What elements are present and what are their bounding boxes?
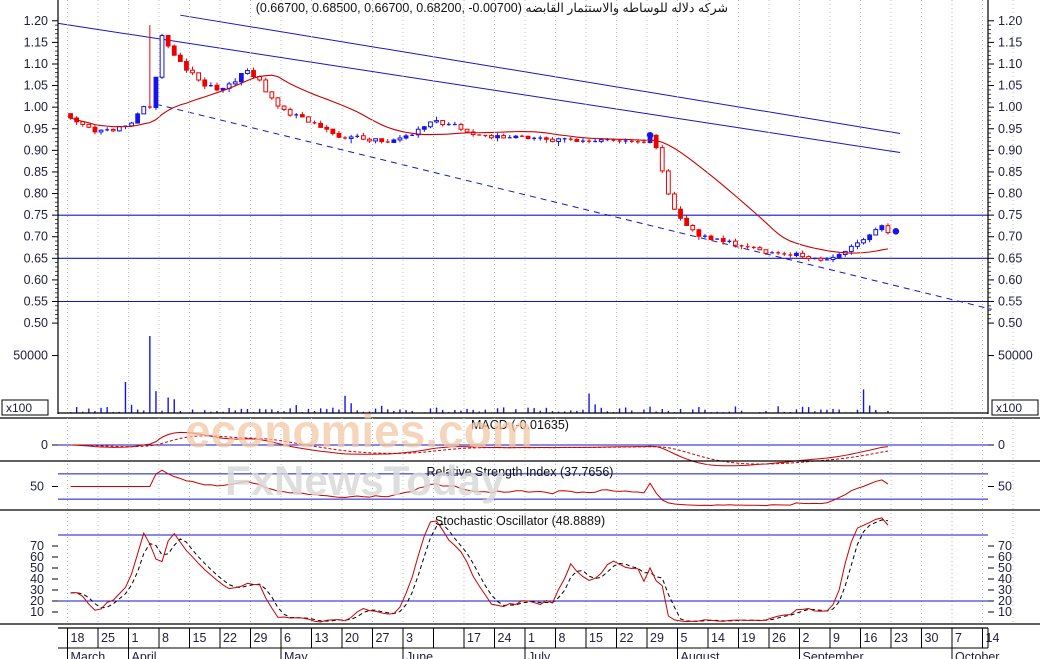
svg-text:1.10: 1.10 bbox=[998, 57, 1022, 71]
svg-text:May: May bbox=[284, 650, 308, 659]
svg-text:June: June bbox=[406, 650, 433, 659]
svg-text:0.95: 0.95 bbox=[24, 122, 48, 136]
svg-text:15: 15 bbox=[589, 631, 603, 645]
svg-text:50: 50 bbox=[998, 480, 1012, 494]
svg-text:1.15: 1.15 bbox=[24, 35, 48, 49]
svg-text:0.95: 0.95 bbox=[998, 122, 1022, 136]
svg-text:0.60: 0.60 bbox=[998, 273, 1022, 287]
svg-text:0.70: 0.70 bbox=[24, 230, 48, 244]
svg-text:1.00: 1.00 bbox=[998, 100, 1022, 114]
svg-text:0.55: 0.55 bbox=[24, 295, 48, 309]
svg-text:7: 7 bbox=[955, 631, 962, 645]
svg-text:0.75: 0.75 bbox=[24, 208, 48, 222]
svg-text:25: 25 bbox=[101, 631, 115, 645]
svg-text:1.10: 1.10 bbox=[24, 57, 48, 71]
svg-text:Stochastic Oscillator (48.8889: Stochastic Oscillator (48.8889) bbox=[435, 514, 605, 528]
svg-text:1.15: 1.15 bbox=[998, 35, 1022, 49]
svg-text:0.50: 0.50 bbox=[24, 316, 48, 330]
svg-text:29: 29 bbox=[650, 631, 664, 645]
svg-text:8: 8 bbox=[162, 631, 169, 645]
svg-text:March: March bbox=[71, 650, 106, 659]
svg-text:1: 1 bbox=[132, 631, 139, 645]
svg-text:10: 10 bbox=[30, 605, 44, 619]
svg-text:1.20: 1.20 bbox=[24, 14, 48, 28]
svg-text:September: September bbox=[803, 650, 864, 659]
svg-text:22: 22 bbox=[223, 631, 237, 645]
svg-text:30: 30 bbox=[925, 631, 939, 645]
svg-text:50: 50 bbox=[30, 480, 44, 494]
svg-text:27: 27 bbox=[376, 631, 390, 645]
svg-text:17: 17 bbox=[467, 631, 481, 645]
svg-text:1: 1 bbox=[528, 631, 535, 645]
svg-text:0.90: 0.90 bbox=[998, 143, 1022, 157]
svg-text:0.70: 0.70 bbox=[998, 230, 1022, 244]
svg-text:0.90: 0.90 bbox=[24, 143, 48, 157]
svg-text:2: 2 bbox=[803, 631, 810, 645]
svg-text:0: 0 bbox=[41, 438, 48, 452]
svg-text:20: 20 bbox=[345, 631, 359, 645]
svg-text:August: August bbox=[681, 650, 720, 659]
svg-text:16: 16 bbox=[864, 631, 878, 645]
svg-text:15: 15 bbox=[193, 631, 207, 645]
svg-text:(0.66700, 0.68500, 0.66700, 0.: (0.66700, 0.68500, 0.66700, 0.68200, -0.… bbox=[256, 1, 728, 16]
svg-text:July: July bbox=[528, 650, 551, 659]
svg-text:0.80: 0.80 bbox=[998, 187, 1022, 201]
svg-text:1.00: 1.00 bbox=[24, 100, 48, 114]
svg-text:x100: x100 bbox=[6, 401, 32, 415]
svg-text:50000: 50000 bbox=[998, 349, 1033, 363]
svg-text:FxNewsToday: FxNewsToday bbox=[225, 457, 505, 504]
svg-text:0.65: 0.65 bbox=[998, 251, 1022, 265]
svg-text:0.85: 0.85 bbox=[998, 165, 1022, 179]
svg-text:0.50: 0.50 bbox=[998, 316, 1022, 330]
svg-text:6: 6 bbox=[284, 631, 291, 645]
svg-text:0.60: 0.60 bbox=[24, 273, 48, 287]
svg-text:50000: 50000 bbox=[13, 349, 48, 363]
svg-text:1.05: 1.05 bbox=[24, 79, 48, 93]
svg-text:14: 14 bbox=[711, 631, 725, 645]
svg-text:29: 29 bbox=[254, 631, 268, 645]
svg-text:0.65: 0.65 bbox=[24, 251, 48, 265]
svg-text:economies.com: economies.com bbox=[185, 405, 533, 457]
svg-text:0.85: 0.85 bbox=[24, 165, 48, 179]
svg-text:10: 10 bbox=[998, 605, 1012, 619]
svg-text:1.20: 1.20 bbox=[998, 14, 1022, 28]
svg-text:22: 22 bbox=[620, 631, 634, 645]
svg-text:0.55: 0.55 bbox=[998, 295, 1022, 309]
svg-text:1.05: 1.05 bbox=[998, 79, 1022, 93]
svg-text:13: 13 bbox=[315, 631, 329, 645]
svg-text:9: 9 bbox=[833, 631, 840, 645]
svg-text:18: 18 bbox=[71, 631, 85, 645]
svg-text:26: 26 bbox=[772, 631, 786, 645]
svg-text:24: 24 bbox=[498, 631, 512, 645]
svg-text:3: 3 bbox=[406, 631, 413, 645]
svg-text:0.80: 0.80 bbox=[24, 187, 48, 201]
svg-text:x100: x100 bbox=[996, 401, 1022, 415]
svg-text:8: 8 bbox=[559, 631, 566, 645]
svg-text:19: 19 bbox=[742, 631, 756, 645]
svg-text:5: 5 bbox=[681, 631, 688, 645]
svg-text:23: 23 bbox=[894, 631, 908, 645]
svg-text:April: April bbox=[132, 650, 157, 659]
svg-text:October: October bbox=[955, 650, 999, 659]
svg-text:0.75: 0.75 bbox=[998, 208, 1022, 222]
svg-text:0: 0 bbox=[998, 438, 1005, 452]
